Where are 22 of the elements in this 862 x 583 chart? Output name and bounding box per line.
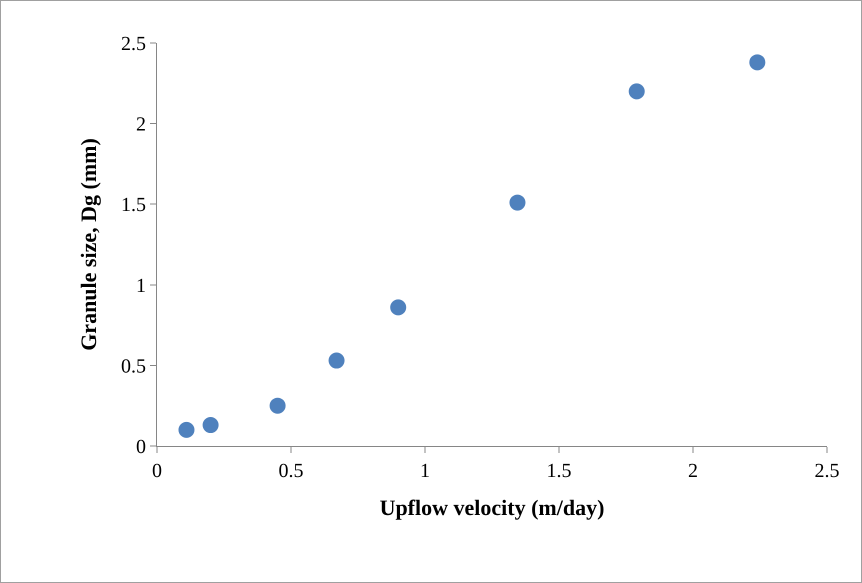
point <box>509 194 526 211</box>
y-tick-label: 2 <box>136 114 146 136</box>
x-tick-label: 0.5 <box>278 460 304 482</box>
y-tick-label: 1 <box>136 274 146 297</box>
point <box>178 422 194 438</box>
x-tick-label: 2.5 <box>814 460 840 482</box>
point <box>628 83 645 100</box>
y-tick-label: 0.5 <box>121 355 146 378</box>
point <box>202 417 219 434</box>
y-tick-label: 1.5 <box>121 194 146 216</box>
x-tick-label: 1.5 <box>546 460 572 482</box>
point <box>390 299 406 316</box>
x-axis-title: Upflow velocity (m/day) <box>380 494 604 520</box>
y-tick-label: 0 <box>136 436 146 458</box>
x-tick-label: 0 <box>152 460 162 482</box>
y-tick-label: 2.5 <box>121 33 146 55</box>
x-tick-label: 1 <box>420 460 430 482</box>
x-tick-label: 2 <box>688 460 698 482</box>
point <box>270 398 286 414</box>
point <box>328 352 345 369</box>
y-axis-title: Granule size, Dg (mm) <box>76 138 101 351</box>
point <box>749 54 766 70</box>
